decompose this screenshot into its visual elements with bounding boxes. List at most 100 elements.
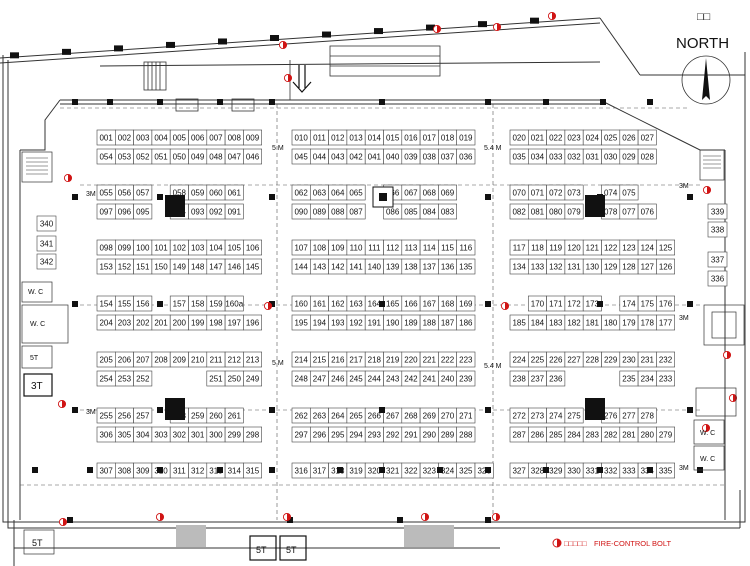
booth-number: 085: [404, 208, 418, 217]
booth: 138: [401, 258, 421, 275]
booth: 123: [619, 239, 639, 256]
booth-number: 279: [659, 431, 673, 440]
dimension-labels: 5 M 5.4 M 5 M 5.4 M 3M 3M 3M 3M 3M: [86, 145, 689, 472]
fire-bolt-icon: [492, 22, 502, 32]
booth-number: 016: [404, 134, 418, 143]
dim-label: 5 M: [272, 145, 284, 152]
booth-number: 064: [331, 189, 345, 198]
wc-label: W. C: [700, 456, 715, 463]
booth: 256: [115, 407, 134, 424]
booth: 077: [619, 203, 639, 220]
booth-number: 292: [386, 431, 400, 440]
booth: 248: [291, 370, 311, 387]
booth-number: 170: [531, 300, 545, 309]
booth-number: 307: [99, 467, 113, 476]
booth: 102: [169, 239, 189, 256]
booth: 114: [419, 239, 439, 256]
booth-number: 029: [622, 153, 636, 162]
dim-label: 5 M: [272, 360, 284, 367]
booth-number: 020: [512, 134, 526, 143]
booth-number: 276: [604, 412, 618, 421]
booth-number: 039: [404, 153, 418, 162]
booth: 146: [224, 258, 244, 275]
booth: 199: [188, 314, 208, 331]
booth: 186: [456, 314, 476, 331]
booth: 141: [346, 258, 366, 275]
booth: 282: [601, 426, 621, 443]
booth-number: 164: [368, 300, 382, 309]
large-column: [585, 398, 605, 420]
fire-bolt-icon: [702, 185, 712, 195]
booth-number: 125: [659, 244, 673, 253]
booth-number: 264: [331, 412, 345, 421]
booth-number: 287: [512, 431, 526, 440]
booth: 336: [707, 270, 728, 287]
booth-number: 255: [99, 412, 113, 421]
booth: 008: [224, 129, 244, 146]
booth-number: 156: [136, 300, 150, 309]
booth-number: 227: [567, 356, 581, 365]
room-label: 5T: [286, 545, 297, 555]
booth: 320: [364, 462, 384, 479]
booth-number: 234: [641, 375, 655, 384]
booth: 110: [346, 239, 366, 256]
pillar: [107, 99, 113, 105]
pillar: [67, 517, 73, 523]
booth-number: 030: [604, 153, 618, 162]
booth-number: 238: [512, 375, 526, 384]
booth-number: 199: [191, 319, 205, 328]
booth-number: 283: [586, 431, 600, 440]
booth: 219: [383, 351, 403, 368]
booth-number: 075: [622, 189, 636, 198]
booth: 208: [151, 351, 171, 368]
booth-number: 191: [368, 319, 382, 328]
booth: 092: [206, 203, 226, 220]
pillar: [72, 301, 78, 307]
wall-column: [166, 41, 175, 48]
booth-number: 009: [246, 134, 260, 143]
booth-number: 149: [173, 263, 187, 272]
fire-bolt-icon: [432, 24, 442, 34]
booth: 317: [309, 462, 329, 479]
booth-number: 147: [209, 263, 223, 272]
booth-number: 246: [331, 375, 345, 384]
booth: 127: [637, 258, 657, 275]
booth-number: 322: [404, 467, 418, 476]
booth-number: 181: [586, 319, 600, 328]
booth: 342: [36, 253, 57, 270]
booth: 122: [601, 239, 621, 256]
booth: 302: [169, 426, 189, 443]
booth: 088: [328, 203, 348, 220]
booth: 044: [309, 148, 329, 165]
booth-number: 180: [604, 319, 618, 328]
booth: 162: [328, 295, 348, 312]
booth: 079: [564, 203, 584, 220]
booth: 233: [656, 370, 676, 387]
booth: 283: [582, 426, 602, 443]
booth: 055: [96, 184, 116, 201]
booth: 109: [328, 239, 348, 256]
booth: 314: [224, 462, 244, 479]
booth: 045: [291, 148, 311, 165]
booth: 144: [291, 258, 311, 275]
booth: 136: [438, 258, 457, 275]
booth: 202: [133, 314, 153, 331]
booth-number: 018: [441, 134, 455, 143]
pillar: [269, 301, 275, 307]
booth-number: 184: [531, 319, 545, 328]
booth-number: 003: [136, 134, 150, 143]
wall-column: [218, 38, 227, 45]
booth-number: 088: [331, 208, 345, 217]
booth-number: 336: [711, 275, 725, 284]
booth-number: 118: [531, 244, 544, 253]
booth-number: 119: [549, 244, 562, 253]
booth-number: 133: [531, 263, 545, 272]
booth-number: 219: [386, 356, 400, 365]
booth: 099: [115, 239, 134, 256]
wall-column: [270, 35, 279, 41]
booth-number: 232: [659, 356, 673, 365]
booth: 251: [206, 370, 226, 387]
booth-number: 332: [604, 467, 618, 476]
booth-number: 046: [246, 153, 260, 162]
pillar: [543, 99, 549, 105]
